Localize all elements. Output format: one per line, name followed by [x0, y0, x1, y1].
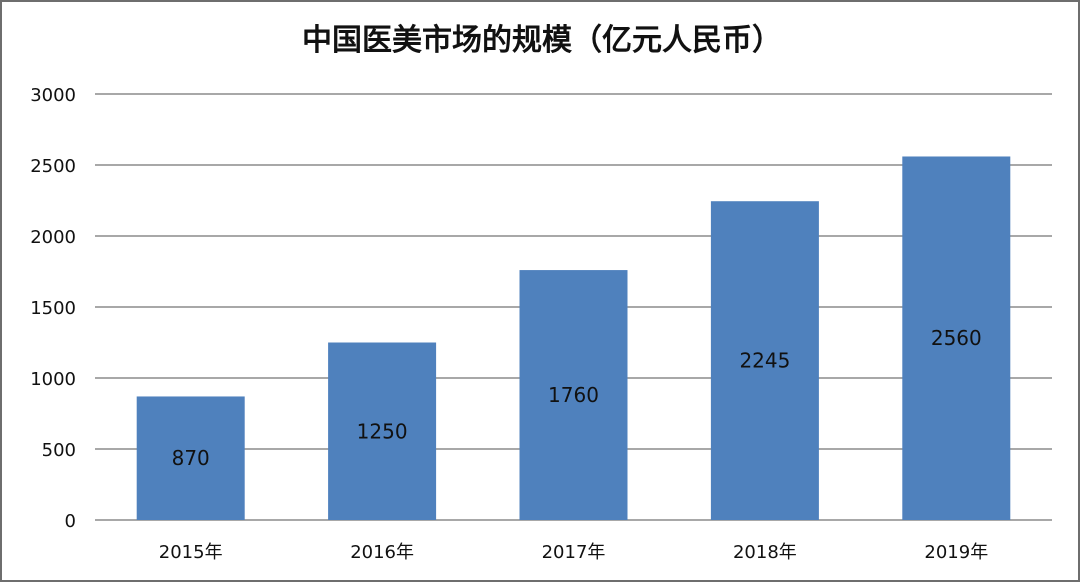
y-tick-label: 2000 — [30, 227, 76, 248]
bar-data-label: 2245 — [739, 349, 790, 373]
x-tick-label: 2016年 — [350, 542, 414, 563]
bar-data-label: 1250 — [357, 419, 408, 443]
bar-2017年 — [519, 270, 628, 520]
x-tick-label: 2015年 — [159, 542, 223, 563]
bar-2015年 — [136, 396, 245, 520]
bar-data-label: 870 — [172, 446, 210, 470]
bar-data-label: 1760 — [548, 383, 599, 407]
chart-title: 中国医美市场的规模（亿元人民币） — [302, 23, 782, 58]
y-tick-label: 2500 — [30, 156, 76, 177]
bar-2016年 — [328, 342, 437, 520]
y-tick-label: 3000 — [30, 85, 76, 106]
y-tick-label: 1000 — [30, 369, 76, 390]
bar-data-label: 2560 — [931, 326, 982, 350]
bar-2018年 — [710, 201, 819, 520]
data-labels: 870 1250 1760 2245 2560 — [172, 326, 982, 470]
x-tick-label: 2017年 — [542, 542, 606, 563]
y-tick-label: 1500 — [30, 298, 76, 319]
bars — [136, 156, 1011, 521]
y-tick-label: 0 — [65, 511, 76, 532]
y-tick-label: 500 — [42, 440, 76, 461]
x-axis-ticks: 2015年 2016年 2017年 2018年 2019年 — [159, 542, 988, 563]
y-axis-ticks: 0 500 1000 1500 2000 2500 3000 — [30, 85, 76, 532]
x-tick-label: 2018年 — [733, 542, 797, 563]
bar-2019年 — [902, 156, 1011, 521]
x-tick-label: 2019年 — [924, 542, 988, 563]
